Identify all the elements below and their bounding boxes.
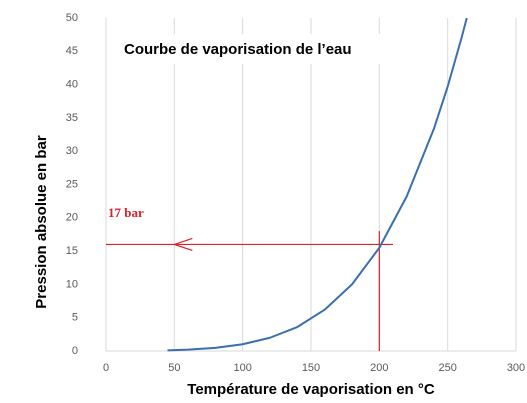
y-tick-label: 40: [66, 79, 78, 91]
x-tick-label: 100: [233, 362, 251, 374]
x-tick-label: 250: [438, 362, 456, 374]
y-axis-label: Pression absolue en bar: [33, 135, 50, 309]
x-tick-label: 0: [103, 362, 109, 374]
curve: [167, 17, 468, 352]
title-box: [116, 34, 384, 64]
y-tick-label: 35: [66, 112, 78, 124]
y-tick-label: 50: [66, 12, 78, 24]
y-tick-label: 30: [66, 145, 78, 157]
y-tick-label: 0: [72, 345, 78, 357]
y-tick-label: 15: [66, 245, 78, 257]
arrow-head: [172, 237, 193, 252]
x-tick-label: 300: [507, 362, 525, 374]
y-tick-label: 10: [66, 278, 78, 290]
x-axis-label: Température de vaporisation en °C: [187, 381, 435, 398]
y-tick-label: 5: [72, 312, 78, 324]
chart-title: Courbe de vaporisation de l’eau: [124, 41, 352, 58]
annotation: 17 bar: [108, 205, 144, 220]
x-tick-label: 50: [168, 362, 180, 374]
y-tick-label: 20: [66, 212, 78, 224]
y-tick-label: 25: [66, 178, 78, 190]
x-tick-label: 150: [302, 362, 320, 374]
y-tick-label: 45: [66, 45, 78, 57]
x-tick-label: 200: [370, 362, 388, 374]
